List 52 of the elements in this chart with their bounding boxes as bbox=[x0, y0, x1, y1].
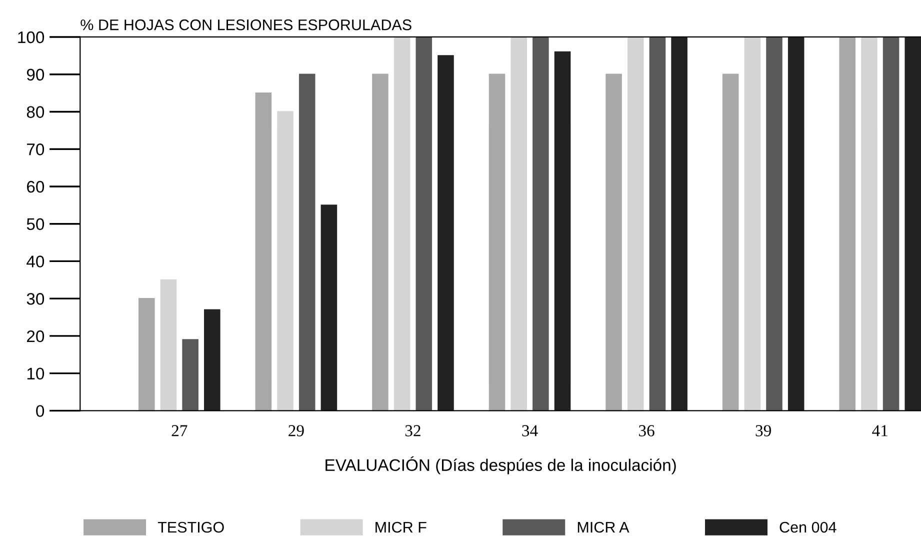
bar bbox=[160, 279, 177, 411]
legend-label: MICR F bbox=[376, 522, 426, 533]
y-tick-label: 0 bbox=[36, 405, 44, 417]
bar bbox=[649, 36, 666, 411]
y-tick-label: 80 bbox=[26, 106, 44, 118]
x-tick-label: 41 bbox=[872, 425, 888, 436]
bar bbox=[438, 55, 454, 411]
bar bbox=[532, 36, 549, 411]
bar bbox=[766, 36, 782, 411]
y-tick-label: 10 bbox=[27, 368, 44, 380]
bar bbox=[138, 298, 155, 411]
bar bbox=[488, 74, 506, 411]
bar bbox=[627, 36, 644, 411]
bar bbox=[554, 51, 571, 411]
y-tick-label: 50 bbox=[26, 218, 44, 230]
x-tick-label: 29 bbox=[288, 425, 304, 436]
legend-label: Cen 004 bbox=[780, 522, 836, 533]
legend-label: TESTIGO bbox=[158, 522, 224, 533]
x-tick-label: 32 bbox=[405, 425, 420, 436]
bar bbox=[722, 74, 739, 411]
bar bbox=[510, 36, 527, 411]
bar bbox=[606, 74, 622, 411]
x-tick-label: 36 bbox=[639, 425, 654, 436]
bar bbox=[298, 74, 316, 411]
bar bbox=[744, 36, 761, 411]
y-tick-label: 70 bbox=[27, 144, 44, 156]
x-axis-title: EVALUACIÓN (Días despúes de la inoculación) bbox=[326, 456, 676, 474]
bar bbox=[277, 111, 294, 411]
bar bbox=[204, 309, 220, 411]
y-tick-label: 90 bbox=[26, 68, 44, 81]
bar bbox=[182, 339, 198, 411]
bar bbox=[904, 36, 921, 411]
bar bbox=[320, 204, 338, 411]
y-tick-label: 60 bbox=[27, 180, 44, 193]
y-tick-label: 100 bbox=[18, 31, 44, 44]
bar bbox=[839, 36, 856, 411]
y-tick-label: 20 bbox=[27, 330, 44, 342]
bar bbox=[255, 92, 272, 411]
bar bbox=[372, 74, 388, 411]
bar bbox=[394, 36, 410, 411]
legend-label: MICR A bbox=[578, 522, 630, 533]
y-tick-label: 40 bbox=[26, 256, 44, 268]
bar bbox=[861, 36, 878, 411]
y-axis-title: % DE HOJAS CON LESIONES ESPORULADAS bbox=[80, 19, 412, 30]
bar bbox=[416, 36, 432, 411]
y-tick-label: 30 bbox=[26, 293, 44, 305]
bar bbox=[882, 36, 900, 411]
x-tick-label: 39 bbox=[756, 425, 771, 436]
bar bbox=[788, 36, 804, 411]
x-tick-label: 27 bbox=[172, 425, 188, 436]
x-tick-label: 34 bbox=[522, 425, 538, 436]
bar bbox=[671, 36, 688, 411]
